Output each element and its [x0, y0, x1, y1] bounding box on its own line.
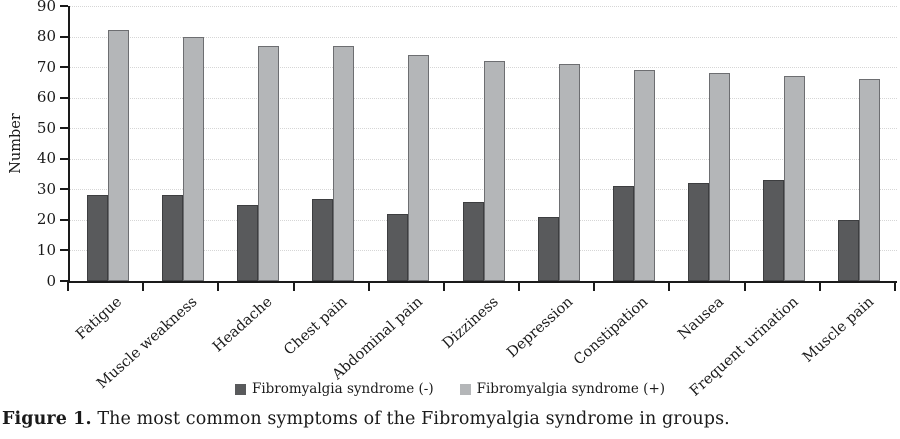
y-tick-label-60: 60: [36, 88, 56, 107]
y-axis-title: Number: [8, 113, 24, 174]
legend-item-positive: Fibromyalgia syndrome (+): [459, 381, 666, 397]
bar-neg-headache: [236, 204, 258, 281]
bar-neg-depression: [537, 216, 559, 281]
x-tick-10: [818, 281, 821, 291]
bar-neg-abdominal-pain: [387, 213, 409, 281]
y-tick-80: [60, 35, 68, 38]
y-tick-0: [60, 280, 68, 282]
x-tick-4: [367, 281, 370, 291]
bar-pos-chest-pain: [333, 45, 355, 281]
x-label-dizziness: Dizziness: [439, 294, 502, 353]
figure-caption: Figure 1. The most common symptoms of th…: [2, 409, 730, 429]
x-tick-0: [67, 281, 69, 291]
y-tick-label-40: 40: [36, 149, 56, 168]
y-tick-label-70: 70: [36, 57, 56, 76]
bar-pos-headache: [257, 45, 279, 281]
x-label-muscle-pain: Muscle pain: [799, 294, 878, 366]
y-tick-label-20: 20: [36, 210, 56, 229]
y-tick-label-0: 0: [46, 271, 56, 290]
y-tick-label-80: 80: [36, 27, 56, 46]
figure-caption-text: The most common symptoms of the Fibromya…: [97, 409, 730, 429]
y-tick-label-90: 90: [36, 0, 56, 15]
bar-pos-muscle-pain: [859, 79, 881, 281]
bar-neg-chest-pain: [312, 198, 334, 281]
y-tick-label-50: 50: [36, 118, 56, 137]
bar-neg-frequent-urination: [763, 180, 785, 281]
gridline-90: [70, 6, 897, 7]
y-tick-40: [60, 157, 68, 160]
x-tick-2: [217, 281, 220, 291]
x-tick-9: [743, 281, 746, 291]
bar-pos-abdominal-pain: [408, 54, 430, 281]
figure-caption-label: Figure 1.: [2, 409, 92, 429]
bar-pos-frequent-urination: [784, 76, 806, 281]
bar-pos-nausea: [709, 73, 731, 281]
x-tick-1: [142, 281, 145, 291]
bar-neg-muscle-weakness: [161, 195, 183, 281]
gridline-80: [70, 36, 897, 38]
bar-neg-nausea: [688, 183, 710, 281]
y-tick-label-30: 30: [36, 179, 56, 198]
bar-pos-muscle-weakness: [182, 36, 204, 281]
bar-pos-dizziness: [483, 61, 505, 281]
y-tick-90: [60, 5, 68, 7]
x-label-constipation: Constipation: [571, 294, 652, 369]
legend-label-negative: Fibromyalgia syndrome (-): [251, 381, 434, 397]
x-tick-7: [593, 281, 596, 291]
y-tick-60: [60, 96, 68, 99]
y-tick-70: [60, 66, 68, 69]
legend-label-positive: Fibromyalgia syndrome (+): [476, 381, 666, 397]
bar-neg-muscle-pain: [838, 219, 860, 281]
bar-neg-dizziness: [462, 201, 484, 281]
legend-swatch-negative: [234, 383, 246, 395]
x-label-chest-pain: Chest pain: [281, 294, 351, 359]
x-tick-11: [894, 281, 896, 291]
x-tick-3: [292, 281, 295, 291]
x-label-headache: Headache: [210, 294, 276, 356]
legend-item-negative: Fibromyalgia syndrome (-): [234, 381, 434, 397]
legend: Fibromyalgia syndrome (-) Fibromyalgia s…: [0, 381, 900, 397]
bar-pos-constipation: [633, 70, 655, 281]
x-label-nausea: Nausea: [674, 294, 727, 343]
bar-neg-fatigue: [86, 195, 108, 281]
y-tick-20: [60, 218, 68, 221]
bar-pos-fatigue: [107, 30, 129, 281]
x-tick-5: [442, 281, 445, 291]
y-tick-30: [60, 188, 68, 191]
bar-pos-depression: [558, 64, 580, 281]
y-tick-50: [60, 127, 68, 130]
x-label-depression: Depression: [504, 294, 577, 362]
x-tick-6: [518, 281, 521, 291]
y-tick-label-10: 10: [36, 240, 56, 259]
x-label-fatigue: Fatigue: [73, 294, 126, 343]
bar-neg-constipation: [612, 186, 634, 281]
plot-area: [68, 6, 897, 283]
x-tick-8: [668, 281, 671, 291]
legend-swatch-positive: [459, 383, 471, 395]
y-tick-10: [60, 249, 68, 252]
